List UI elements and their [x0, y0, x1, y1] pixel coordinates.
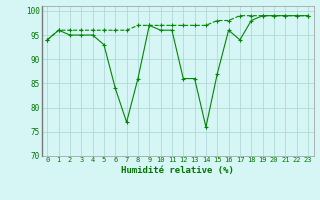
X-axis label: Humidité relative (%): Humidité relative (%): [121, 166, 234, 175]
